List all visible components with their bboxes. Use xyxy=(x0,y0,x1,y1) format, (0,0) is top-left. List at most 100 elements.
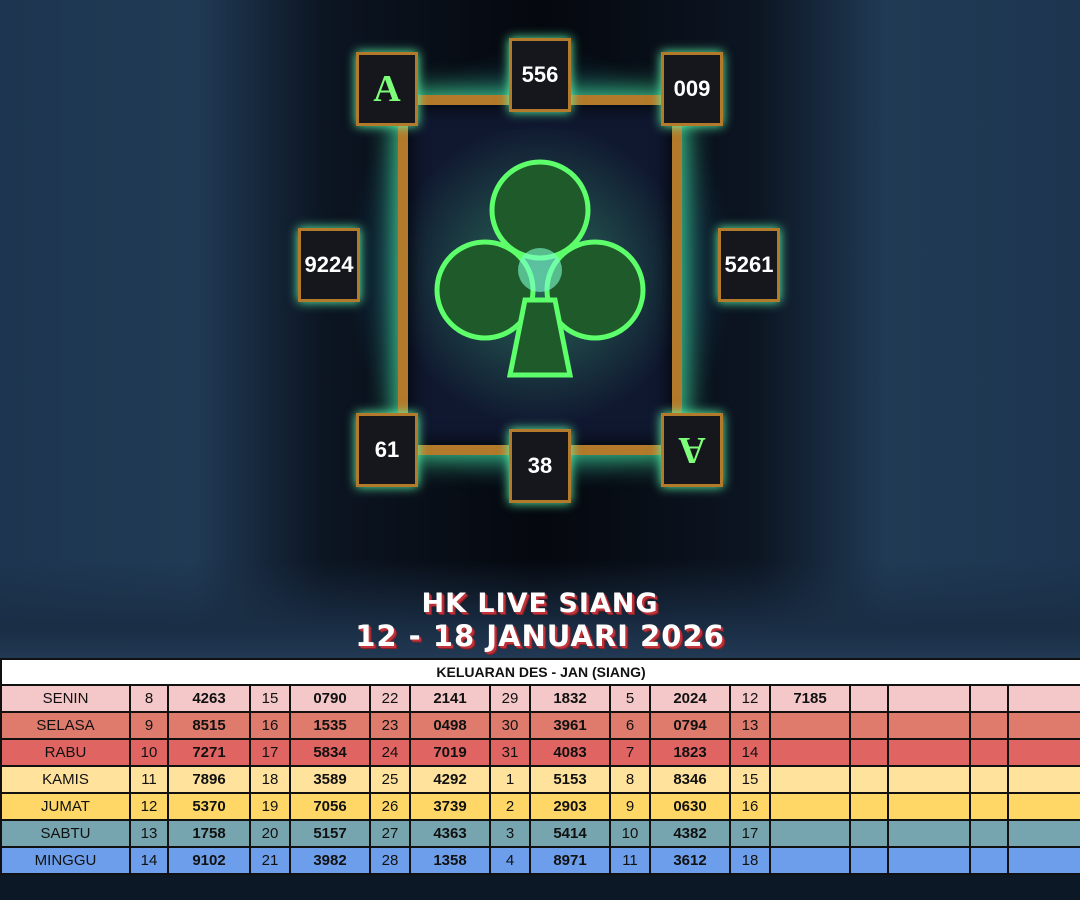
date-cell: 26 xyxy=(369,792,411,821)
result-cell: 7896 xyxy=(167,765,251,794)
result-cell xyxy=(769,846,851,875)
result-cell: 4263 xyxy=(167,684,251,713)
table-row: RABU 10 7271 17 5834 24 7019 31 4083 7 1823 14 xyxy=(0,738,1080,767)
card-bottom-left: 61 xyxy=(356,413,418,487)
result-cell xyxy=(769,738,851,767)
result-cell: 7271 xyxy=(167,738,251,767)
result-cell: 3982 xyxy=(289,846,371,875)
result-cell: 1758 xyxy=(167,819,251,848)
results-table: KELUARAN DES - JAN (SIANG) SENIN 8 4263 15 0… xyxy=(0,658,1080,875)
date-cell xyxy=(969,738,1009,767)
date-cell: 31 xyxy=(489,738,531,767)
result-cell xyxy=(1006,684,1080,713)
date-cell xyxy=(849,711,889,740)
date-cell: 20 xyxy=(249,819,291,848)
table-row: MINGGU 14 9102 21 3982 28 1358 4 8971 11 3612 18 xyxy=(0,846,1080,875)
result-cell: 3612 xyxy=(649,846,731,875)
date-cell: 9 xyxy=(609,792,651,821)
day-cell: RABU xyxy=(0,738,131,767)
date-cell xyxy=(849,792,889,821)
result-cell xyxy=(769,765,851,794)
date-cell xyxy=(969,711,1009,740)
card-top-right: 009 xyxy=(661,52,723,126)
result-cell xyxy=(887,765,971,794)
date-cell: 10 xyxy=(129,738,169,767)
date-cell: 28 xyxy=(369,846,411,875)
result-cell: 3739 xyxy=(409,792,491,821)
card-top: 556 xyxy=(509,38,571,112)
result-cell xyxy=(887,819,971,848)
card-bottom: 38 xyxy=(509,429,571,503)
date-cell: 13 xyxy=(729,711,771,740)
result-cell xyxy=(1006,765,1080,794)
result-cell: 5414 xyxy=(529,819,611,848)
day-cell: JUMAT xyxy=(0,792,131,821)
result-cell xyxy=(887,684,971,713)
date-cell: 7 xyxy=(609,738,651,767)
date-cell: 15 xyxy=(249,684,291,713)
date-cell: 24 xyxy=(369,738,411,767)
date-cell: 30 xyxy=(489,711,531,740)
date-cell: 13 xyxy=(129,819,169,848)
table-row: SABTU 13 1758 20 5157 27 4363 3 5414 10 4382 17 xyxy=(0,819,1080,848)
date-cell: 17 xyxy=(249,738,291,767)
title-line1: HK LIVE SIANG xyxy=(421,588,659,619)
date-cell: 8 xyxy=(609,765,651,794)
date-cell: 5 xyxy=(609,684,651,713)
result-cell xyxy=(1006,738,1080,767)
day-cell: SENIN xyxy=(0,684,131,713)
date-cell: 12 xyxy=(729,684,771,713)
table-header: KELUARAN DES - JAN (SIANG) xyxy=(0,658,1080,686)
date-cell: 8 xyxy=(129,684,169,713)
result-cell: 1832 xyxy=(529,684,611,713)
result-cell: 0790 xyxy=(289,684,371,713)
result-cell: 1358 xyxy=(409,846,491,875)
date-cell: 14 xyxy=(129,846,169,875)
date-cell xyxy=(969,792,1009,821)
date-cell xyxy=(849,738,889,767)
result-cell xyxy=(1006,711,1080,740)
result-cell: 4292 xyxy=(409,765,491,794)
result-cell: 4382 xyxy=(649,819,731,848)
result-cell: 7056 xyxy=(289,792,371,821)
day-cell: SELASA xyxy=(0,711,131,740)
date-cell: 25 xyxy=(369,765,411,794)
card-left: 9224 xyxy=(298,228,360,302)
date-cell xyxy=(969,765,1009,794)
date-cell: 18 xyxy=(249,765,291,794)
result-cell: 4363 xyxy=(409,819,491,848)
result-cell xyxy=(769,819,851,848)
date-cell: 19 xyxy=(249,792,291,821)
result-cell xyxy=(769,792,851,821)
result-cell: 7019 xyxy=(409,738,491,767)
floor xyxy=(0,560,1080,660)
result-cell: 8515 xyxy=(167,711,251,740)
result-cell xyxy=(1006,819,1080,848)
result-cell: 4083 xyxy=(529,738,611,767)
card-right: 5261 xyxy=(718,228,780,302)
result-cell: 2024 xyxy=(649,684,731,713)
result-cell: 5370 xyxy=(167,792,251,821)
result-cell xyxy=(887,738,971,767)
result-cell: 2141 xyxy=(409,684,491,713)
result-cell: 8971 xyxy=(529,846,611,875)
date-cell: 18 xyxy=(729,846,771,875)
date-cell: 16 xyxy=(729,792,771,821)
result-cell xyxy=(887,846,971,875)
date-cell xyxy=(969,819,1009,848)
card-top-left: A xyxy=(356,52,418,126)
date-cell: 10 xyxy=(609,819,651,848)
result-cell: 5834 xyxy=(289,738,371,767)
date-cell: 21 xyxy=(249,846,291,875)
date-cell: 4 xyxy=(489,846,531,875)
date-cell: 23 xyxy=(369,711,411,740)
date-cell xyxy=(849,819,889,848)
result-cell: 0794 xyxy=(649,711,731,740)
date-cell: 15 xyxy=(729,765,771,794)
title-line2: 12 - 18 JANUARI 2026 xyxy=(355,619,725,653)
date-cell xyxy=(849,846,889,875)
result-cell: 3589 xyxy=(289,765,371,794)
table-row: SENIN 8 4263 15 0790 22 2141 29 1832 5 2024 12 7185 xyxy=(0,684,1080,713)
result-cell xyxy=(1006,846,1080,875)
date-cell xyxy=(969,684,1009,713)
